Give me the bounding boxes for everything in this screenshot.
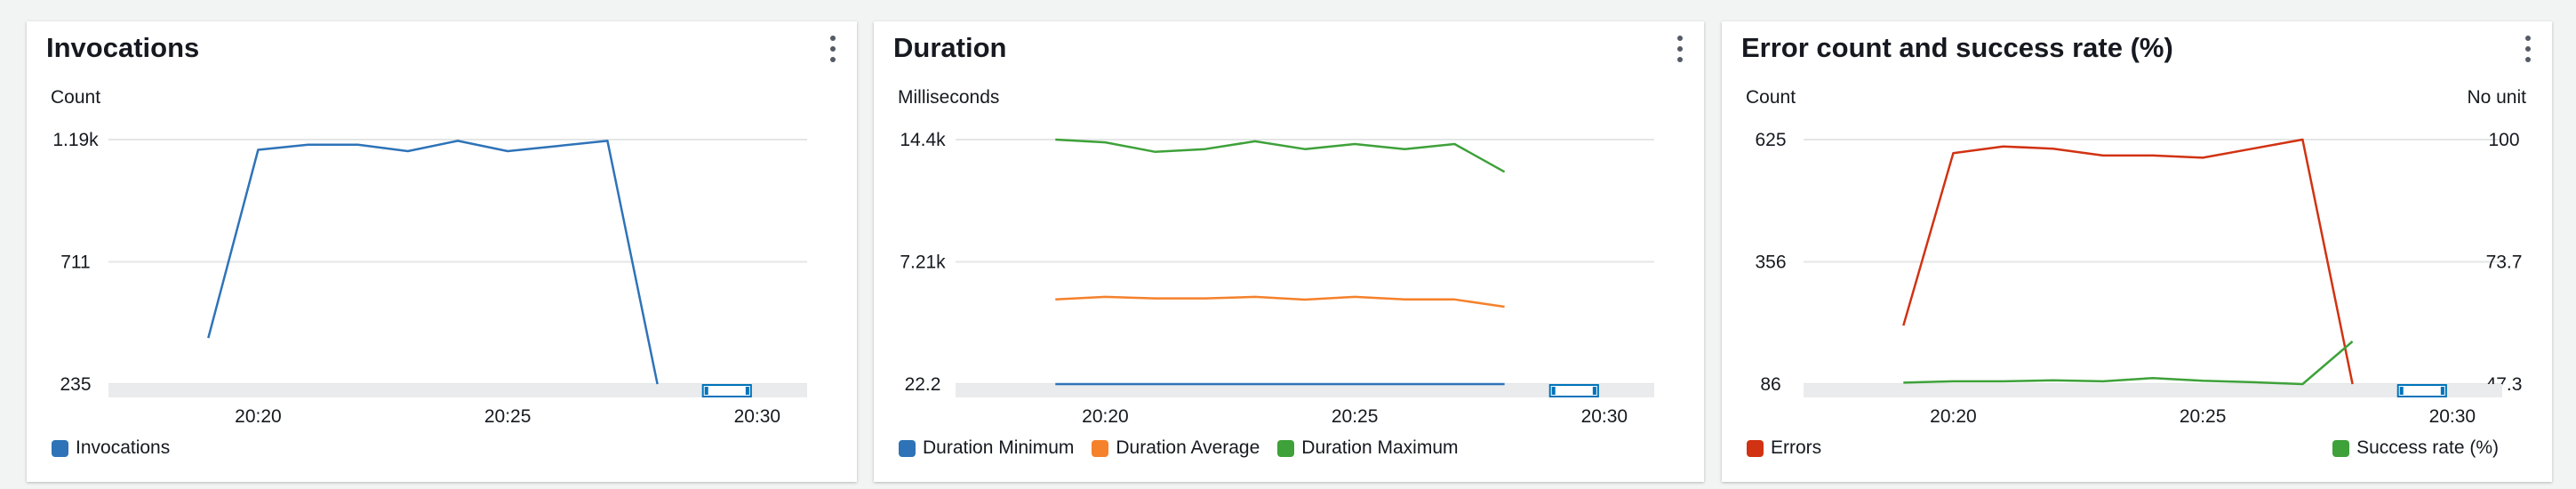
panel-menu-icon[interactable] xyxy=(2524,36,2532,62)
panel-menu-icon[interactable] xyxy=(1676,36,1684,62)
legend-label: Invocations xyxy=(76,437,171,458)
series-line-invocations xyxy=(207,140,659,385)
y-axis-unit-right: No unit xyxy=(2467,87,2526,108)
y-tick-label: 7.21k xyxy=(900,253,946,273)
legend-label: Duration Minimum xyxy=(923,437,1075,458)
series-line-duration-maximum xyxy=(1055,138,1506,173)
x-tick-label: 20:30 xyxy=(1581,406,1628,427)
legend-item-0[interactable]: Errors xyxy=(1747,437,1821,459)
x-tick-label: 20:20 xyxy=(1930,406,1977,427)
legend-swatch xyxy=(52,439,68,457)
legend-item-1[interactable]: Duration Average xyxy=(1092,437,1260,459)
legend-right: Success rate (%) xyxy=(2332,437,2516,459)
legend-item-right-0[interactable]: Success rate (%) xyxy=(2332,437,2499,459)
error-success-panel: Error count and success rate (%) Count No… xyxy=(1722,21,2552,482)
range-grip-right[interactable] xyxy=(1592,387,1596,395)
x-tick-label: 20:25 xyxy=(2180,406,2227,427)
x-tick-label: 20:20 xyxy=(1082,406,1129,427)
range-grip-left[interactable] xyxy=(2399,387,2404,395)
legend-item-0[interactable]: Duration Minimum xyxy=(899,437,1074,459)
series-line-success-rate xyxy=(1903,341,2354,386)
series-line-duration-average xyxy=(1055,295,1505,309)
panel-menu-icon[interactable] xyxy=(828,36,837,62)
x-tick-label: 20:20 xyxy=(235,406,282,427)
time-range-track xyxy=(956,384,1654,397)
y-tick-label: 235 xyxy=(60,374,91,395)
x-tick-label: 20:25 xyxy=(1332,406,1379,427)
y-tick-label-right: 73.7 xyxy=(2486,253,2523,273)
y-tick-label: 86 xyxy=(1760,374,1780,395)
legend-swatch xyxy=(1277,439,1295,457)
invocations-panel: Invocations Count 1.19k 711 235 20:20 20:25 20… xyxy=(27,21,857,482)
legend-label: Duration Maximum xyxy=(1301,437,1459,458)
legend: Duration Minimum Duration Average Duration… xyxy=(899,437,1476,459)
x-tick-label: 20:30 xyxy=(734,406,781,427)
legend-label: Success rate (%) xyxy=(2356,437,2499,458)
range-grip-right[interactable] xyxy=(745,387,749,395)
legend-item-0[interactable]: Invocations xyxy=(52,437,170,459)
legend-label: Duration Average xyxy=(1116,437,1260,458)
y-tick-label: 22.2 xyxy=(905,374,941,395)
y-tick-label: 14.4k xyxy=(900,130,946,150)
y-tick-label: 1.19k xyxy=(52,130,99,150)
panel-title: Error count and success rate (%) xyxy=(1741,32,2173,63)
range-grip-right[interactable] xyxy=(2440,387,2444,395)
duration-chart: Milliseconds 14.4k 7.21k 22.2 20:20 20:25 20:3… xyxy=(898,87,1654,427)
invocations-chart: Count 1.19k 711 235 20:20 20:25 20:30 xyxy=(51,87,807,427)
time-range-track xyxy=(1804,384,2502,397)
y-axis-unit: Milliseconds xyxy=(898,87,999,108)
range-grip-left[interactable] xyxy=(1551,387,1556,395)
x-tick-label: 20:25 xyxy=(484,406,532,427)
y-tick-label: 625 xyxy=(1755,130,1786,150)
legend: Invocations xyxy=(52,437,188,459)
panel-title: Invocations xyxy=(46,32,200,63)
y-tick-label: 711 xyxy=(60,253,90,273)
y-tick-label: 356 xyxy=(1755,253,1786,273)
x-tick-label: 20:30 xyxy=(2429,406,2476,427)
legend-swatch xyxy=(1747,439,1764,457)
legend-label: Errors xyxy=(1771,437,1822,458)
y-axis-unit: Count xyxy=(1746,87,1796,108)
range-grip-left[interactable] xyxy=(704,387,708,395)
y-tick-label-right: 100 xyxy=(2488,130,2519,150)
legend-swatch xyxy=(1092,439,1109,457)
time-range-handle[interactable] xyxy=(2396,384,2447,397)
time-range-handle[interactable] xyxy=(701,384,752,397)
panel-title: Duration xyxy=(893,32,1007,63)
time-range-handle[interactable] xyxy=(1548,384,1599,397)
duration-panel: Duration Milliseconds 14.4k 7.21k 22.2 20:20… xyxy=(874,21,1704,482)
legend-swatch xyxy=(899,439,916,457)
legend-swatch xyxy=(2332,439,2350,457)
legend: Errors xyxy=(1747,437,1839,459)
time-range-track xyxy=(108,384,807,397)
y-axis-unit: Count xyxy=(51,87,100,108)
series-line-errors xyxy=(1902,138,2354,385)
legend-item-2[interactable]: Duration Maximum xyxy=(1277,437,1459,459)
